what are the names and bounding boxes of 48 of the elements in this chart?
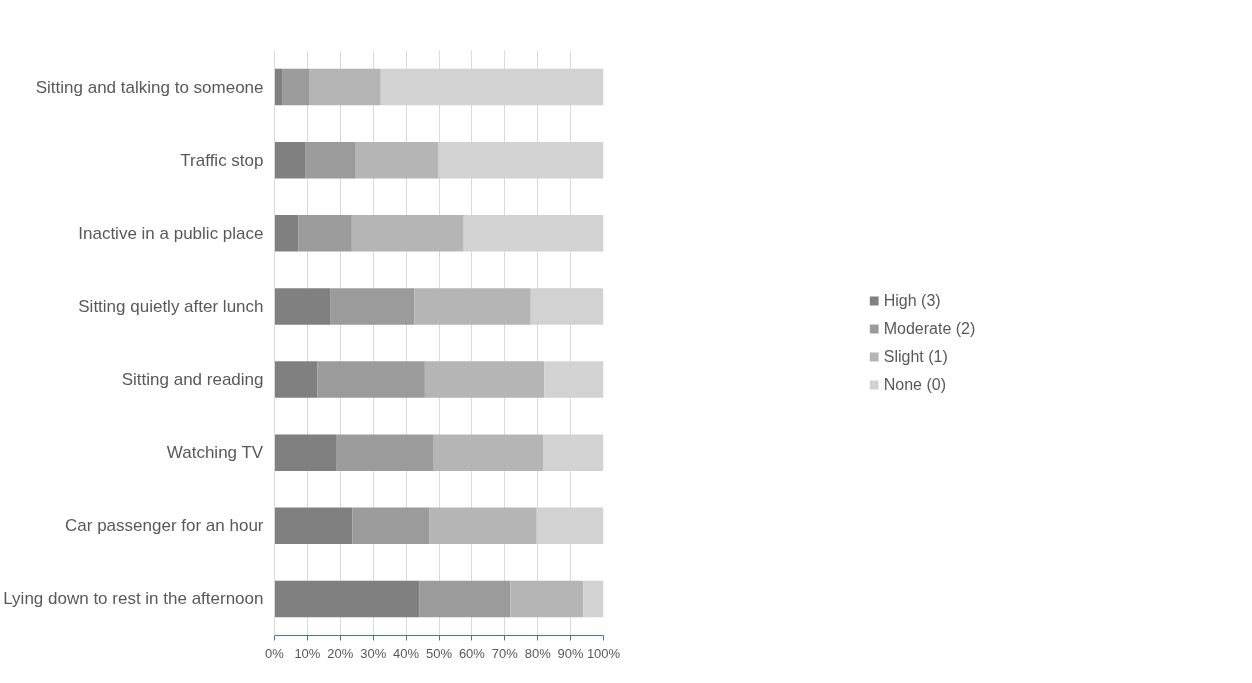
x-tick-label: 100% [586, 645, 621, 661]
bar [414, 288, 531, 325]
bar [355, 141, 439, 179]
bar [583, 580, 604, 618]
bar [274, 507, 353, 545]
bar [282, 68, 310, 106]
bar [424, 361, 545, 398]
bar [351, 215, 464, 252]
legend-label: Slight (1) [883, 347, 948, 366]
bar [274, 434, 337, 471]
bar [274, 141, 306, 179]
x-tick-label: 30% [360, 645, 387, 661]
x-tick-label: 10% [294, 645, 321, 661]
y-tick-label: Car passenger for an hour [65, 516, 264, 536]
legend-label: Moderate (2) [883, 319, 976, 338]
bar [309, 68, 381, 106]
bar [274, 288, 331, 325]
x-tick-label: 0% [265, 645, 285, 661]
y-tick-label: Sitting and reading [121, 370, 264, 390]
legend-label: High (3) [883, 291, 941, 310]
y-tick-label: Inactive in a public place [78, 223, 264, 243]
bar [274, 361, 318, 398]
bar [317, 361, 425, 398]
y-tick-label: Sitting quietly after lunch [78, 296, 264, 316]
bar [336, 434, 434, 471]
x-tick-label: 90% [557, 645, 585, 661]
bar [419, 580, 511, 618]
bar [274, 68, 283, 106]
x-tick-label: 20% [327, 645, 354, 661]
y-tick-label: Sitting and talking to someone [35, 77, 264, 97]
x-tick-label: 40% [393, 645, 420, 661]
y-tick-label: Watching TV [166, 443, 264, 463]
bar [330, 288, 415, 325]
bar [433, 434, 544, 471]
bar [274, 580, 420, 618]
x-tick-label: 70% [491, 645, 519, 661]
x-tick-label: 60% [458, 645, 486, 661]
bar [274, 215, 299, 252]
bar [429, 507, 537, 545]
bar [352, 507, 430, 545]
y-tick-label: Lying down to rest in the afternoon [3, 589, 264, 609]
x-tick-label: 50% [425, 645, 453, 661]
y-tick-label: Traffic stop [180, 150, 264, 170]
bar [298, 215, 352, 252]
x-tick-label: 80% [524, 645, 552, 661]
legend-label: None (0) [883, 375, 946, 394]
bar [510, 580, 584, 618]
bar [305, 141, 356, 179]
